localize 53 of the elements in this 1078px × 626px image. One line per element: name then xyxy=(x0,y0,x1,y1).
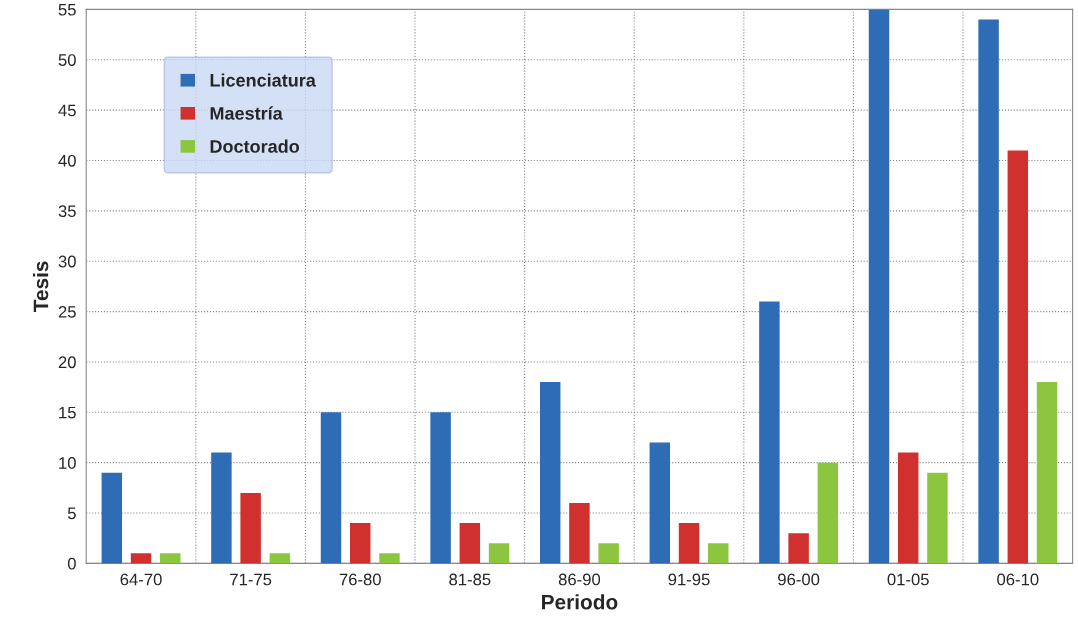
bar xyxy=(868,9,890,564)
bar xyxy=(379,553,400,564)
bar xyxy=(788,533,809,564)
bar xyxy=(1036,382,1058,564)
y-tick-label: 0 xyxy=(67,557,76,570)
bar xyxy=(897,452,919,564)
bar xyxy=(978,19,999,564)
y-tick-label: 5 xyxy=(67,507,76,520)
y-tick-label: 15 xyxy=(59,406,76,419)
bar xyxy=(269,553,291,564)
bar xyxy=(817,462,839,564)
y-tick-label: 40 xyxy=(58,154,76,167)
bar xyxy=(160,553,181,564)
x-tick-label: 86-90 xyxy=(558,573,601,586)
bar xyxy=(1007,150,1029,564)
y-tick-label: 20 xyxy=(58,356,76,369)
y-tick-label: 30 xyxy=(58,255,76,268)
bar xyxy=(708,543,729,564)
y-tick-label: 35 xyxy=(58,205,76,218)
y-tick-label: 25 xyxy=(58,305,76,318)
x-axis-title: Periodo xyxy=(542,594,618,610)
bar xyxy=(927,472,948,564)
x-tick-label: 81-85 xyxy=(449,573,491,586)
y-tick-label: 10 xyxy=(59,457,76,469)
bar xyxy=(240,492,261,564)
bar xyxy=(101,472,123,564)
bar xyxy=(320,412,342,564)
bar xyxy=(350,523,371,564)
bar xyxy=(678,523,700,564)
y-axis-title: Tesis xyxy=(33,261,49,313)
x-tick-label: 01-05 xyxy=(887,573,929,586)
x-tick-label: 96-00 xyxy=(778,573,820,586)
x-tick-label: 71-75 xyxy=(230,573,272,586)
x-tick-label: 76-80 xyxy=(339,573,381,586)
bar xyxy=(430,412,451,564)
legend-label: Maestría xyxy=(210,106,283,120)
bar xyxy=(459,523,481,564)
bar xyxy=(649,442,671,564)
bar xyxy=(569,502,590,564)
y-tick-label: 55 xyxy=(58,3,76,16)
x-tick-label: 06-10 xyxy=(997,573,1039,586)
bar xyxy=(488,543,510,564)
bar xyxy=(211,452,232,564)
x-tick-label: 91-95 xyxy=(668,573,710,586)
y-tick-label: 50 xyxy=(58,54,76,66)
legend-label: Doctorado xyxy=(210,139,300,153)
bar xyxy=(130,553,152,564)
legend-label: Licenciatura xyxy=(210,73,316,87)
bar xyxy=(539,382,561,564)
x-tick-label: 64-70 xyxy=(120,573,162,586)
bar xyxy=(598,543,619,564)
y-tick-label: 45 xyxy=(58,104,76,117)
bar xyxy=(759,301,780,564)
